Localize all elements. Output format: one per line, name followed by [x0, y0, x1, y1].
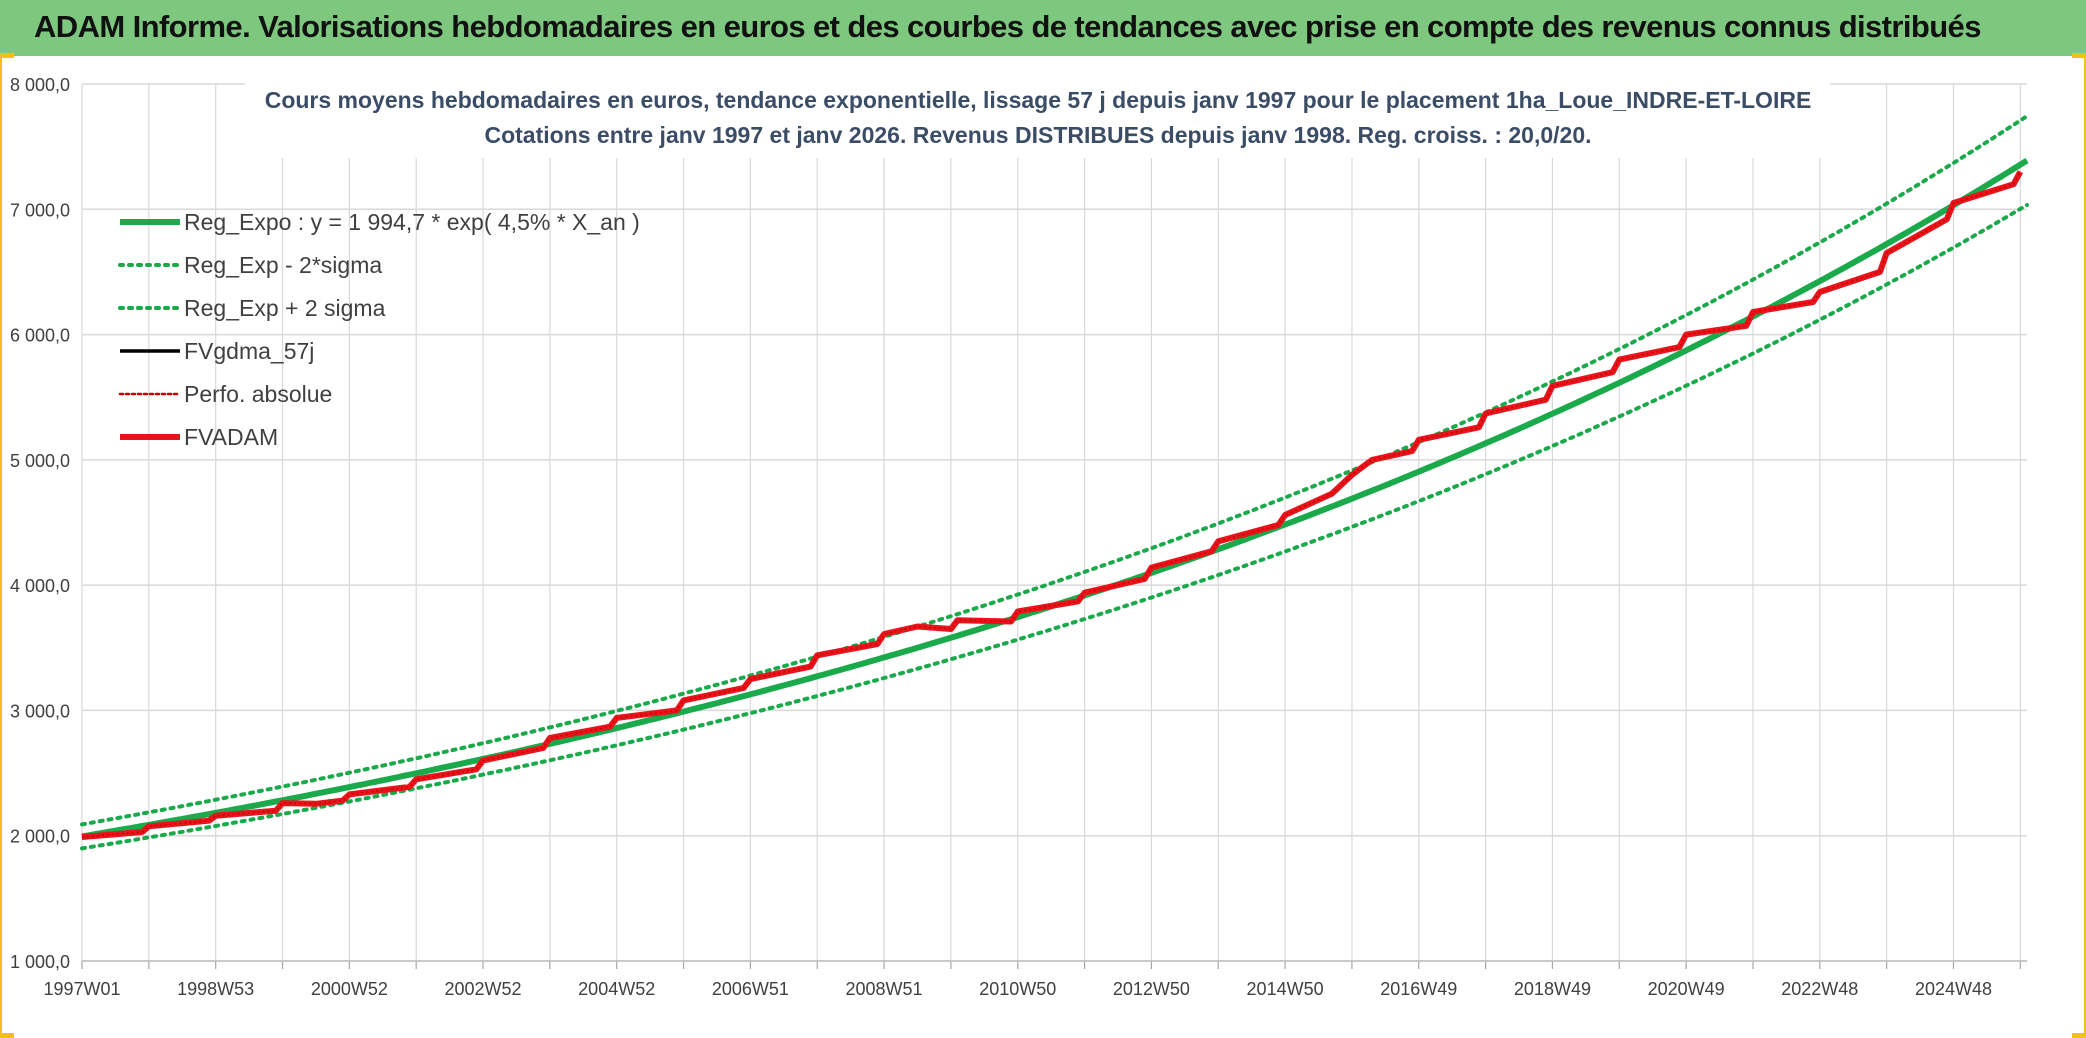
x-tick-label: 2020W49	[1648, 979, 1725, 999]
series-reg-exp-plus-2sigma	[80, 114, 2029, 827]
y-tick-label: 4 000,0	[10, 576, 70, 596]
legend-label: Reg_Expo : y = 1 994,7 * exp( 4,5% * X_a…	[184, 209, 640, 235]
report-title: ADAM Informe. Valorisations hebdomadaire…	[34, 9, 1981, 44]
x-tick-label: 2006W51	[712, 979, 789, 999]
legend-label: Reg_Exp - 2*sigma	[184, 252, 382, 278]
x-tick-label: 2000W52	[311, 979, 388, 999]
y-tick-label: 5 000,0	[10, 451, 70, 471]
x-tick-label: 2002W52	[444, 979, 521, 999]
chart-series	[80, 114, 2029, 851]
y-tick-label: 3 000,0	[10, 701, 70, 721]
x-tick-label: 2016W49	[1380, 979, 1457, 999]
corner-marker-bottom-left	[0, 1033, 14, 1038]
y-tick-label: 2 000,0	[10, 827, 70, 847]
corner-marker-right	[2072, 53, 2086, 58]
chart-legend: Reg_Expo : y = 1 994,7 * exp( 4,5% * X_a…	[118, 209, 640, 450]
x-tick-label: 2008W51	[846, 979, 923, 999]
x-tick-label: 2012W50	[1113, 979, 1190, 999]
legend-label: Perfo. absolue	[184, 381, 332, 407]
chart-axes: 1 000,0 2 000,0 3 000,0 4 000,0 5 000,0 6 000…	[10, 75, 2027, 999]
legend-label: FVADAM	[184, 424, 278, 450]
x-tick-label: 2022W48	[1781, 979, 1858, 999]
corner-marker-bottom-right	[2072, 1033, 2086, 1038]
series-reg-exp-minus-2sigma	[80, 203, 2029, 851]
chart-area: 1 000,0 2 000,0 3 000,0 4 000,0 5 000,0 6 000…	[10, 75, 2029, 999]
x-tick-label: 2018W49	[1514, 979, 1591, 999]
series-perfo-absolue	[81, 171, 2021, 838]
x-tick-label: 2014W50	[1247, 979, 1324, 999]
y-tick-label: 6 000,0	[10, 326, 70, 346]
x-tick-label: 2024W48	[1915, 979, 1992, 999]
chart-title-line2: Cotations entre janv 1997 et janv 2026. …	[484, 122, 1591, 148]
x-tick-label: 1998W53	[177, 979, 254, 999]
corner-marker-left	[0, 53, 14, 58]
chart-title-line1: Cours moyens hebdomadaires en euros, ten…	[265, 87, 1812, 113]
report-banner: ADAM Informe. Valorisations hebdomadaire…	[0, 0, 2086, 56]
x-tick-label: 2010W50	[979, 979, 1056, 999]
y-tick-label: 7 000,0	[10, 200, 70, 220]
x-tick-label: 1997W01	[43, 979, 120, 999]
legend-label: FVgdma_57j	[184, 338, 314, 364]
x-tick-label: 2004W52	[578, 979, 655, 999]
y-tick-label: 8 000,0	[10, 75, 70, 95]
y-tick-label: 1 000,0	[10, 952, 70, 972]
chart-grid	[81, 83, 2027, 962]
title-background	[245, 78, 1830, 158]
legend-label: Reg_Exp + 2 sigma	[184, 295, 386, 321]
